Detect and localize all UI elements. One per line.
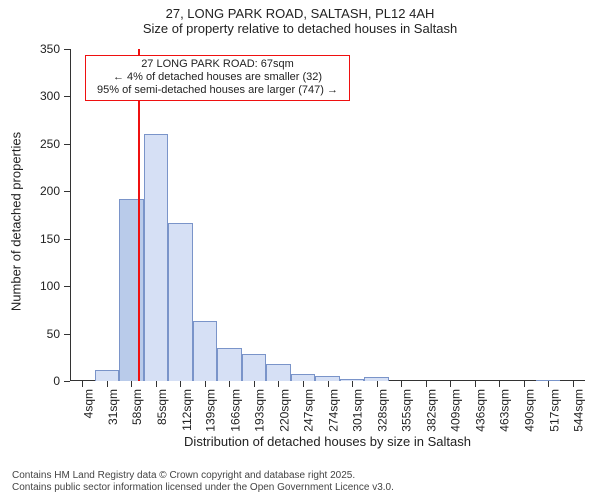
x-tick-mark	[377, 381, 378, 387]
y-axis-label: Number of detached properties	[9, 122, 24, 322]
x-tick-mark	[278, 381, 279, 387]
x-tick-mark	[205, 381, 206, 387]
x-tick-mark	[426, 381, 427, 387]
histogram-bar	[242, 354, 267, 381]
y-tick-label: 300	[40, 89, 60, 103]
x-tick-mark	[352, 381, 353, 387]
x-tick-mark	[229, 381, 230, 387]
x-tick-mark	[107, 381, 108, 387]
x-tick-mark	[450, 381, 451, 387]
y-tick-label: 200	[40, 184, 60, 198]
y-tick-mark	[64, 239, 70, 240]
x-tick-label: 112sqm	[179, 389, 193, 431]
histogram-bar	[193, 321, 218, 381]
y-tick-label: 0	[53, 374, 60, 388]
histogram-bar	[364, 377, 389, 381]
x-tick-label: 274sqm	[327, 389, 341, 432]
x-tick-label: 301sqm	[351, 389, 365, 432]
y-tick-label: 250	[40, 137, 60, 151]
x-tick-label: 490sqm	[523, 389, 537, 432]
x-tick-label: 31sqm	[106, 389, 120, 425]
x-tick-mark	[573, 381, 574, 387]
y-tick-label: 350	[40, 42, 60, 56]
x-tick-label: 517sqm	[547, 389, 561, 432]
annotation-box: 27 LONG PARK ROAD: 67sqm← 4% of detached…	[85, 55, 350, 101]
histogram-bar	[340, 379, 365, 381]
histogram-bar	[168, 223, 193, 381]
x-tick-mark	[524, 381, 525, 387]
x-tick-mark	[475, 381, 476, 387]
x-tick-label: 382sqm	[425, 389, 439, 432]
x-tick-label: 328sqm	[376, 389, 390, 432]
histogram-bar	[315, 376, 340, 381]
x-tick-mark	[131, 381, 132, 387]
histogram-bar	[144, 134, 169, 381]
y-tick-mark	[64, 286, 70, 287]
y-tick-mark	[64, 381, 70, 382]
y-tick-mark	[64, 191, 70, 192]
x-tick-label: 166sqm	[228, 389, 242, 432]
x-tick-mark	[401, 381, 402, 387]
x-tick-label: 4sqm	[81, 389, 95, 418]
histogram-bar	[217, 348, 242, 381]
x-tick-mark	[328, 381, 329, 387]
x-tick-label: 409sqm	[449, 389, 463, 432]
x-tick-label: 139sqm	[204, 389, 218, 432]
x-tick-label: 355sqm	[400, 389, 414, 432]
x-tick-label: 58sqm	[130, 389, 144, 425]
x-tick-label: 85sqm	[155, 389, 169, 425]
chart-title-2: Size of property relative to detached ho…	[0, 21, 600, 36]
annotation-line: ← 4% of detached houses are smaller (32)	[90, 71, 345, 84]
footnote-line-2: Contains public sector information licen…	[12, 482, 394, 494]
annotation-line: 95% of semi-detached houses are larger (…	[90, 84, 345, 97]
histogram-bar	[536, 380, 561, 381]
footnote: Contains HM Land Registry data © Crown c…	[12, 470, 394, 494]
x-tick-mark	[82, 381, 83, 387]
y-tick-label: 150	[40, 232, 60, 246]
x-tick-label: 463sqm	[498, 389, 512, 432]
x-tick-mark	[254, 381, 255, 387]
histogram-bar	[291, 374, 316, 381]
y-tick-mark	[64, 334, 70, 335]
annotation-line: 27 LONG PARK ROAD: 67sqm	[90, 58, 345, 71]
y-axis-line	[70, 49, 71, 381]
chart-container: 27, LONG PARK ROAD, SALTASH, PL12 4AH Si…	[0, 0, 600, 500]
histogram-bar	[266, 364, 291, 381]
y-tick-label: 50	[47, 327, 60, 341]
footnote-line-1: Contains HM Land Registry data © Crown c…	[12, 470, 394, 482]
x-tick-label: 220sqm	[277, 389, 291, 432]
histogram-bar	[95, 370, 120, 381]
y-tick-label: 100	[40, 279, 60, 293]
x-tick-mark	[548, 381, 549, 387]
x-tick-mark	[303, 381, 304, 387]
y-tick-mark	[64, 49, 70, 50]
x-tick-mark	[180, 381, 181, 387]
chart-title-1: 27, LONG PARK ROAD, SALTASH, PL12 4AH	[0, 0, 600, 21]
y-tick-mark	[64, 144, 70, 145]
x-tick-mark	[499, 381, 500, 387]
x-tick-label: 193sqm	[253, 389, 267, 432]
x-tick-label: 247sqm	[302, 389, 316, 432]
x-axis-label: Distribution of detached houses by size …	[70, 434, 585, 449]
x-tick-mark	[156, 381, 157, 387]
x-tick-label: 544sqm	[572, 389, 586, 432]
y-tick-mark	[64, 96, 70, 97]
x-tick-label: 436sqm	[474, 389, 488, 432]
